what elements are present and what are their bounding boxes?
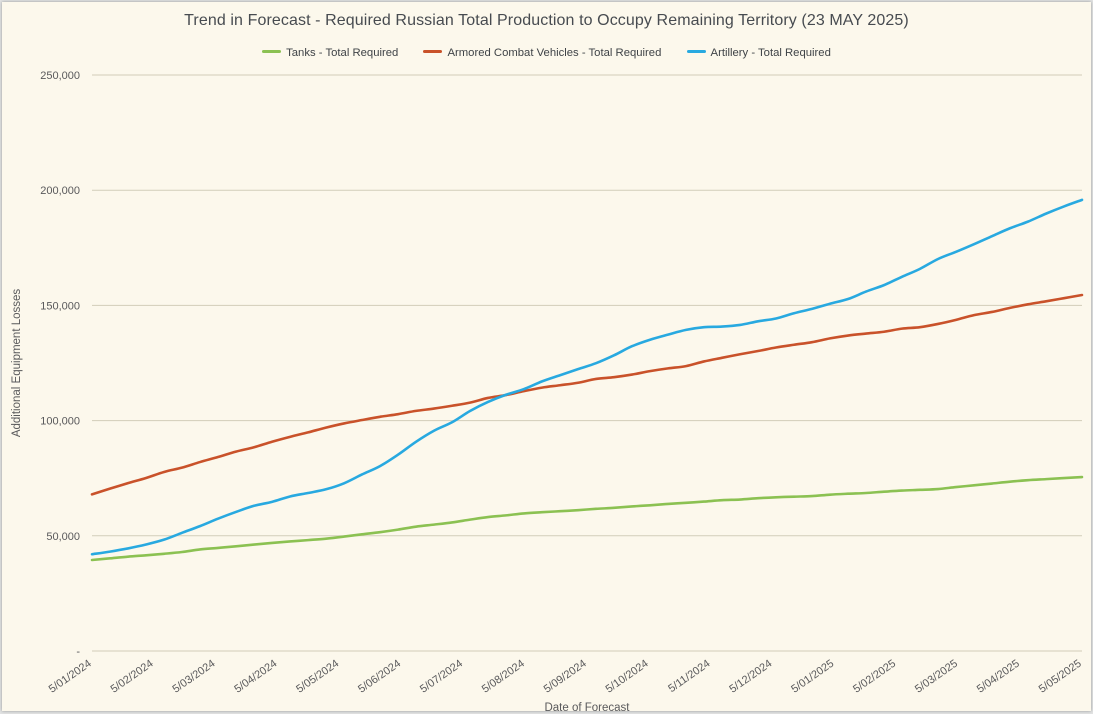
svg-text:5/02/2025: 5/02/2025: [851, 658, 898, 696]
svg-text:5/01/2024: 5/01/2024: [47, 658, 94, 696]
svg-text:5/09/2024: 5/09/2024: [542, 658, 589, 696]
svg-text:5/12/2024: 5/12/2024: [727, 658, 774, 696]
svg-text:50,000: 50,000: [46, 531, 80, 543]
svg-text:5/02/2024: 5/02/2024: [109, 658, 156, 696]
svg-text:5/05/2025: 5/05/2025: [1037, 658, 1084, 696]
svg-text:Date of Forecast: Date of Forecast: [544, 702, 630, 711]
svg-text:5/04/2024: 5/04/2024: [232, 658, 279, 696]
svg-text:5/03/2025: 5/03/2025: [913, 658, 960, 696]
svg-text:5/10/2024: 5/10/2024: [604, 658, 651, 696]
svg-text:250,000: 250,000: [40, 70, 80, 82]
svg-text:5/04/2025: 5/04/2025: [975, 658, 1022, 696]
svg-text:200,000: 200,000: [40, 185, 80, 197]
svg-text:5/06/2024: 5/06/2024: [356, 658, 403, 696]
svg-text:Additional Equipment Losses: Additional Equipment Losses: [11, 289, 23, 438]
svg-text:-: -: [76, 646, 80, 658]
svg-text:5/11/2024: 5/11/2024: [666, 658, 712, 695]
svg-text:5/05/2024: 5/05/2024: [294, 658, 341, 696]
svg-text:150,000: 150,000: [40, 300, 80, 312]
svg-text:5/07/2024: 5/07/2024: [418, 658, 465, 696]
svg-text:5/01/2025: 5/01/2025: [789, 658, 836, 696]
svg-text:100,000: 100,000: [40, 416, 80, 428]
svg-text:5/08/2024: 5/08/2024: [480, 658, 527, 696]
svg-text:5/03/2024: 5/03/2024: [171, 658, 218, 696]
